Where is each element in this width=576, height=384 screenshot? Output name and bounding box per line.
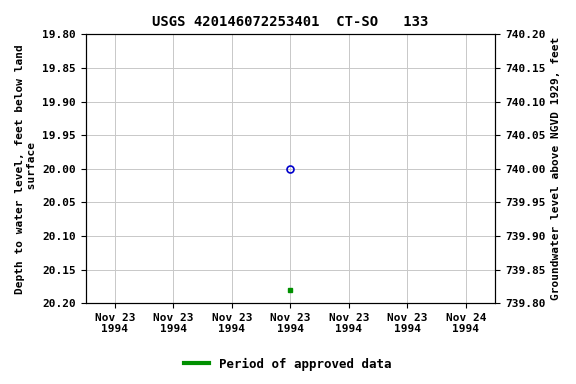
Title: USGS 420146072253401  CT-SO   133: USGS 420146072253401 CT-SO 133 [152,15,429,29]
Legend: Period of approved data: Period of approved data [179,353,397,376]
Y-axis label: Groundwater level above NGVD 1929, feet: Groundwater level above NGVD 1929, feet [551,37,561,300]
Y-axis label: Depth to water level, feet below land
 surface: Depth to water level, feet below land su… [15,44,37,294]
